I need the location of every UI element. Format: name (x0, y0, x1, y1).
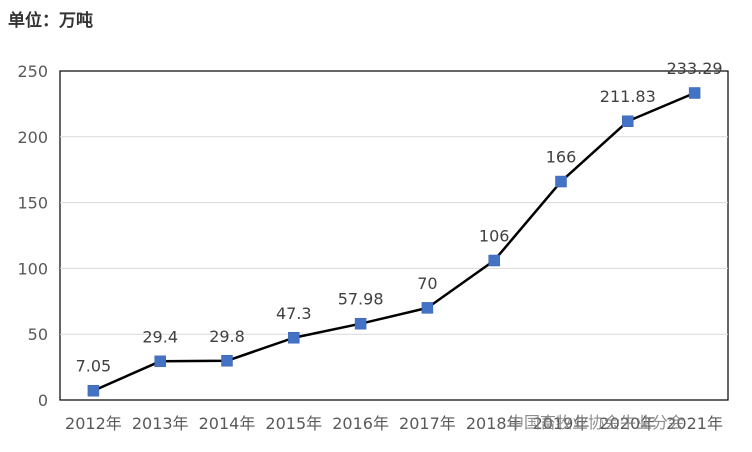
data-point (421, 302, 434, 314)
x-tick-labels: 2012年 2013年 2014年 2015年 2016年 2017年 2018年 2019年… (65, 414, 723, 433)
series-line (92, 91, 696, 392)
data-label: 233.29 (667, 59, 723, 78)
x-tick-label: 2012年 (65, 414, 122, 433)
data-label: 166 (546, 148, 577, 167)
x-tick-label: 2017年 (399, 414, 456, 433)
x-tick-label: 2019年 (533, 414, 590, 433)
data-label: 47.3 (276, 304, 312, 323)
x-tick-label: 2021年 (666, 414, 723, 433)
y-tick-label: 200 (17, 128, 48, 147)
x-tick-label: 2016年 (332, 414, 389, 433)
data-point (221, 355, 233, 367)
data-point (154, 355, 166, 368)
data-point (555, 175, 567, 188)
data-point (87, 384, 100, 397)
data-point (354, 317, 367, 330)
series-layer (87, 87, 701, 397)
data-label: 106 (479, 227, 510, 246)
unit-label: 单位：万吨 (8, 11, 93, 31)
data-point (488, 254, 500, 267)
y-tick-labels: 0 50 100 150 200 250 (17, 62, 48, 410)
x-tick-label: 2020年 (599, 414, 656, 433)
x-tick-label: 2013年 (132, 414, 189, 433)
data-label: 7.05 (76, 357, 112, 376)
data-point (688, 87, 701, 99)
y-tick-label: 150 (17, 194, 48, 213)
data-label: 211.83 (600, 87, 656, 106)
data-label: 57.98 (338, 290, 384, 309)
x-tick-label: 2015年 (265, 414, 322, 433)
x-tick-label: 2014年 (199, 414, 256, 433)
data-label: 29.8 (209, 327, 245, 346)
data-point (288, 332, 300, 344)
y-tick-label: 100 (17, 259, 48, 278)
data-label: 29.4 (142, 327, 178, 346)
grid-lines (59, 70, 729, 401)
plot-frame (59, 70, 729, 401)
y-tick-label: 50 (28, 325, 48, 344)
y-tick-label: 0 (38, 391, 48, 410)
watermark-text: 中国畜牧业协会牛业分会 (508, 413, 685, 432)
data-labels: 7.05 29.4 29.8 47.3 57.98 70 106 166 211.83 233.2… (76, 59, 723, 376)
x-tick-label: 2018年 (466, 414, 523, 433)
data-label: 70 (417, 274, 437, 293)
y-tick-label: 250 (17, 62, 48, 81)
data-point (622, 115, 634, 127)
